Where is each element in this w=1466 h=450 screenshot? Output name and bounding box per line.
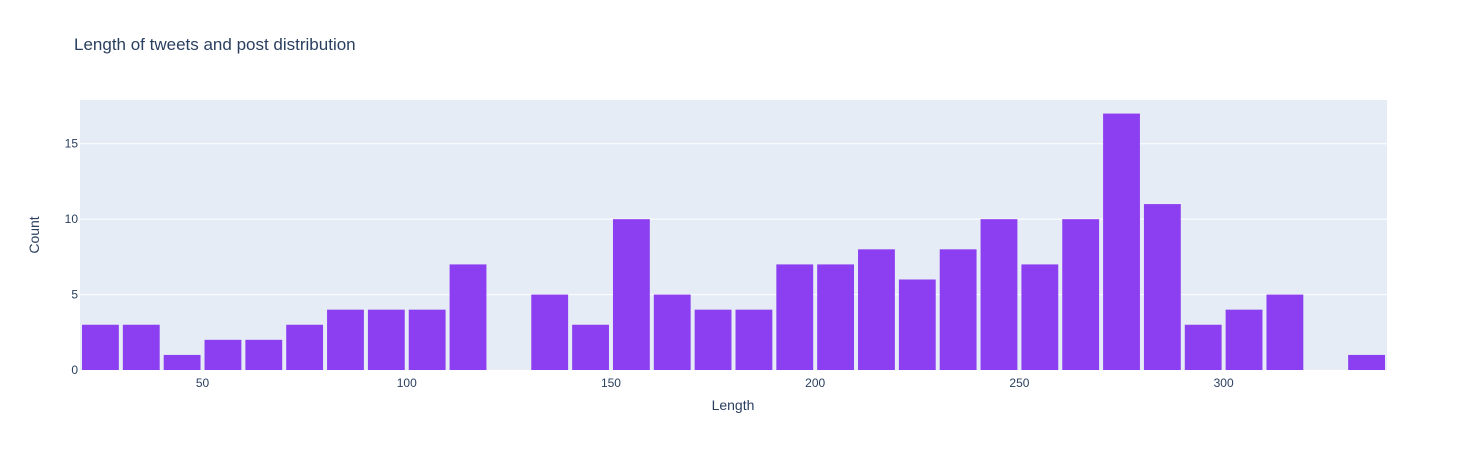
bar-6 bbox=[327, 309, 364, 370]
bar-15 bbox=[694, 309, 732, 370]
bar-9 bbox=[449, 264, 487, 370]
bar-28 bbox=[1225, 309, 1263, 370]
bar-21 bbox=[939, 249, 977, 370]
bar-20 bbox=[898, 279, 936, 370]
bar-18 bbox=[817, 264, 855, 370]
bar-11 bbox=[531, 294, 569, 370]
y-tick-label: 5 bbox=[71, 288, 78, 302]
x-tick-label: 300 bbox=[1214, 376, 1234, 390]
bar-14 bbox=[653, 294, 691, 370]
bar-1 bbox=[122, 324, 160, 370]
bar-23 bbox=[1021, 264, 1059, 370]
bar-2 bbox=[163, 354, 201, 370]
bar-25 bbox=[1103, 113, 1140, 371]
bar-13 bbox=[612, 219, 650, 370]
y-axis-ticks: 0 5 10 15 bbox=[65, 137, 79, 377]
x-axis-title: Length bbox=[712, 397, 755, 413]
bar-0 bbox=[82, 324, 119, 370]
x-tick-label: 250 bbox=[1009, 376, 1029, 390]
y-axis-title: Count bbox=[26, 216, 42, 253]
y-tick-label: 0 bbox=[71, 363, 78, 377]
bar-8 bbox=[408, 309, 446, 370]
x-tick-label: 200 bbox=[805, 376, 825, 390]
bar-31 bbox=[1348, 354, 1385, 370]
bar-5 bbox=[286, 324, 324, 370]
bar-19 bbox=[858, 249, 895, 370]
chart-title: Length of tweets and post distribution bbox=[74, 35, 356, 54]
bar-26 bbox=[1143, 204, 1181, 370]
bar-29 bbox=[1266, 294, 1304, 370]
bar-22 bbox=[980, 219, 1018, 370]
x-tick-label: 50 bbox=[196, 376, 210, 390]
y-tick-label: 15 bbox=[65, 137, 79, 151]
bar-17 bbox=[776, 264, 814, 370]
bar-7 bbox=[367, 309, 405, 370]
y-tick-label: 10 bbox=[65, 212, 79, 226]
bar-16 bbox=[735, 309, 773, 370]
bar-27 bbox=[1184, 324, 1222, 370]
bar-12 bbox=[572, 324, 609, 370]
x-tick-label: 150 bbox=[601, 376, 621, 390]
bars bbox=[82, 113, 1385, 371]
x-tick-label: 100 bbox=[397, 376, 417, 390]
x-axis-ticks: 50 100 150 200 250 300 bbox=[196, 376, 1234, 390]
bar-3 bbox=[204, 339, 242, 370]
bar-24 bbox=[1062, 219, 1100, 370]
bar-4 bbox=[245, 339, 283, 370]
